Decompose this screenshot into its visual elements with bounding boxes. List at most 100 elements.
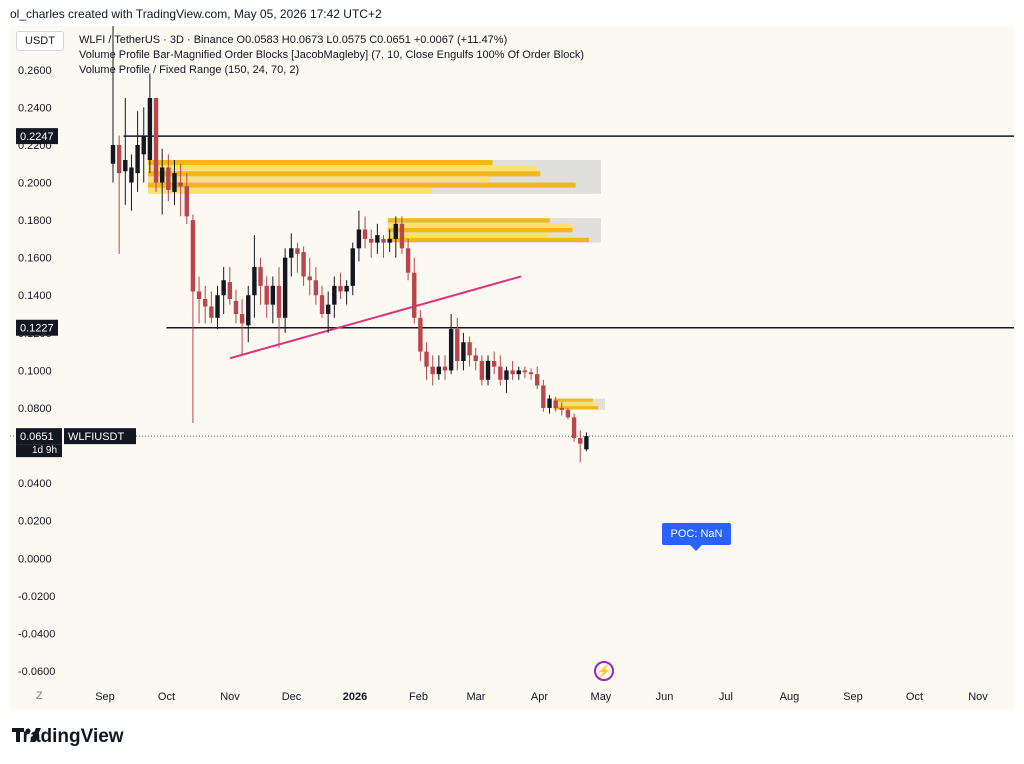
volume-profile-bar bbox=[553, 406, 599, 410]
timezone-button[interactable]: Z bbox=[36, 690, 43, 702]
y-tick-label: 0.0000 bbox=[18, 553, 52, 565]
candle-body bbox=[196, 291, 202, 300]
candle-body bbox=[418, 317, 423, 352]
lightning-icon[interactable]: ⚡ bbox=[594, 661, 614, 681]
candle-body bbox=[227, 282, 233, 300]
candle-body bbox=[110, 144, 116, 164]
y-tick-label: 0.1400 bbox=[18, 290, 52, 302]
candle-body bbox=[116, 144, 122, 174]
candle-body bbox=[535, 374, 540, 386]
x-tick-label: Aug bbox=[780, 691, 800, 703]
candle-body bbox=[178, 182, 183, 187]
x-tick-label: Sep bbox=[95, 691, 115, 703]
x-tick-label: Apr bbox=[531, 691, 548, 703]
y-tick-label: 0.2600 bbox=[18, 65, 52, 77]
candle-body bbox=[547, 398, 552, 408]
candle-body bbox=[559, 407, 564, 410]
candle-body bbox=[528, 372, 534, 375]
poc-badge: POC: NaN bbox=[662, 523, 731, 551]
candle-body bbox=[565, 409, 571, 418]
candle-body bbox=[264, 285, 269, 305]
x-tick-label: Jul bbox=[719, 691, 733, 703]
candle-body bbox=[461, 342, 466, 361]
candle-body bbox=[430, 366, 435, 375]
symbol-tag: WLFIUSDT bbox=[68, 431, 125, 443]
x-tick-label: Sep bbox=[843, 691, 863, 703]
candle-body bbox=[381, 238, 386, 243]
candle-body bbox=[313, 280, 319, 296]
tradingview-brand: TradingView bbox=[12, 726, 124, 747]
volume-profile-bar bbox=[553, 398, 593, 402]
candle-body bbox=[541, 385, 546, 408]
candle-body bbox=[135, 144, 140, 174]
candle-body bbox=[172, 173, 177, 192]
candle-body bbox=[553, 400, 558, 408]
candle-body bbox=[325, 304, 331, 315]
candle-body bbox=[516, 370, 521, 375]
candle-body bbox=[147, 97, 153, 160]
x-tick-label: Dec bbox=[282, 691, 302, 703]
x-tick-label: Feb bbox=[409, 691, 428, 703]
candle-body bbox=[258, 267, 263, 286]
x-tick-label: 2026 bbox=[343, 691, 367, 703]
x-tick-label: Oct bbox=[158, 691, 175, 703]
volume-profile-bar bbox=[148, 171, 541, 177]
y-tick-label: 0.1800 bbox=[18, 215, 52, 227]
chart-legend: WLFI / TetherUS · 3D · Binance O0.0583 H… bbox=[79, 33, 584, 78]
y-tick-label: 0.2000 bbox=[18, 178, 52, 190]
x-tick-label: Mar bbox=[466, 691, 485, 703]
candle-body bbox=[276, 285, 282, 318]
candle-body bbox=[399, 223, 405, 249]
tradingview-logo: TradingView bbox=[12, 726, 124, 748]
candle-body bbox=[350, 248, 355, 286]
last-price-tag-bg bbox=[16, 428, 62, 445]
candle-body bbox=[270, 285, 276, 305]
candle-body bbox=[123, 159, 128, 172]
candle-body bbox=[289, 248, 294, 258]
candle-body bbox=[387, 238, 392, 243]
candle-body bbox=[393, 223, 399, 239]
legend-indicator-1[interactable]: Volume Profile Bar-Magnified Order Block… bbox=[79, 49, 585, 61]
candle-body bbox=[332, 285, 337, 305]
candle-body bbox=[369, 238, 374, 243]
symbol-tag-bg bbox=[64, 428, 136, 445]
candle-body bbox=[252, 267, 257, 296]
candle-body bbox=[203, 299, 208, 307]
candle-body bbox=[362, 229, 368, 239]
last-price-tag: 0.0651 bbox=[20, 431, 54, 443]
candle-body bbox=[190, 220, 196, 292]
x-tick-label: Oct bbox=[906, 691, 923, 703]
candle-body bbox=[209, 306, 214, 318]
candle-body bbox=[405, 248, 411, 273]
candle-body bbox=[473, 355, 478, 361]
candle-body bbox=[319, 295, 325, 315]
candle-body bbox=[584, 436, 589, 450]
candlestick-chart[interactable]: 0.26000.24000.22000.20000.18000.16000.14… bbox=[10, 26, 1014, 710]
tradingview-logo-icon bbox=[12, 728, 41, 742]
candle-body bbox=[491, 361, 497, 367]
candle-body bbox=[215, 295, 220, 318]
currency-button[interactable]: USDT bbox=[16, 31, 64, 51]
chart-frame[interactable]: 0.2600 0.2400 0.2200 0.2000 0.1800 0.1600 0.14… bbox=[10, 26, 1014, 710]
candle-body bbox=[184, 186, 189, 217]
candle-body bbox=[436, 366, 442, 375]
candle-body bbox=[301, 252, 306, 277]
y-tick-label: -0.0200 bbox=[18, 591, 55, 603]
legend-indicator-2[interactable]: Volume Profile / Fixed Range (150, 24, 7… bbox=[79, 64, 300, 76]
x-tick-label: May bbox=[591, 691, 612, 703]
y-tick-label: 0.0200 bbox=[18, 516, 52, 528]
candle-body bbox=[159, 167, 165, 183]
candle-body bbox=[239, 314, 245, 324]
volume-profile-bar bbox=[553, 402, 598, 406]
x-tick-label: Nov bbox=[220, 691, 240, 703]
y-tick-label: 0.0400 bbox=[18, 478, 52, 490]
candle-body bbox=[479, 361, 485, 380]
candle-body bbox=[295, 248, 300, 254]
candle-body bbox=[412, 272, 417, 318]
volume-profile-bar bbox=[387, 223, 572, 228]
lower-level-tag: 0.1227 bbox=[20, 323, 54, 335]
candle-body bbox=[522, 370, 528, 373]
candle-body bbox=[455, 329, 460, 361]
upper-level-tag-bg bbox=[16, 128, 58, 145]
candle-body bbox=[571, 417, 577, 439]
